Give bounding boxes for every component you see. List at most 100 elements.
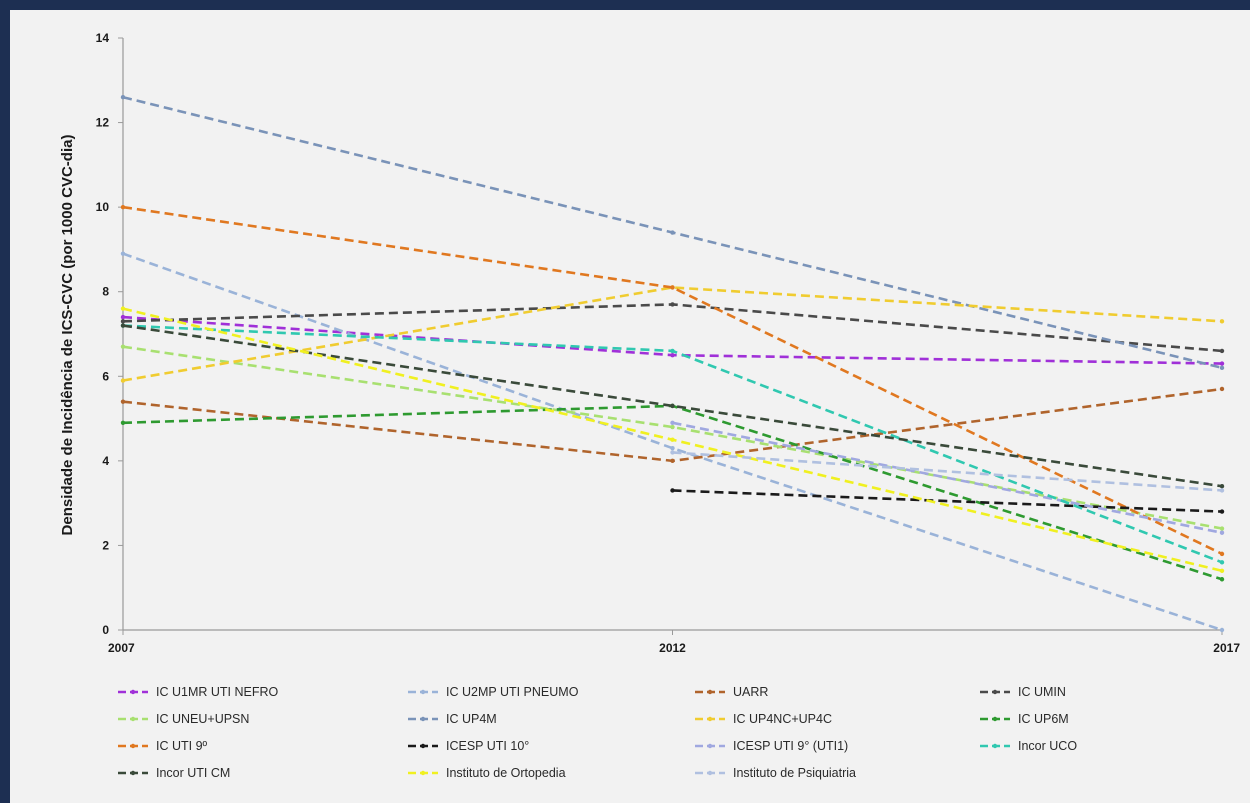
legend-marker (992, 743, 998, 749)
data-point-uarr (1219, 386, 1225, 392)
series-line-instituto-de-psiquiatria (672, 451, 1223, 492)
legend-item-instituto-de-psiquiatria: Instituto de Psiquiatria (695, 766, 856, 780)
legend-item-icesp-uti-10: ICESP UTI 10° (408, 739, 529, 753)
legend-item-ic-u2mp-uti-pneumo: IC U2MP UTI PNEUMO (408, 685, 579, 699)
legend-marker (992, 689, 998, 695)
data-point-uarr (670, 458, 675, 464)
legend-label: IC UMIN (1018, 685, 1066, 699)
y-tick-label: 14 (96, 31, 110, 45)
data-point-instituto-de-psiquiatria (1219, 488, 1225, 493)
data-point-ic-u1mr-uti-nefro (1219, 361, 1225, 366)
legend-label: Incor UTI CM (156, 766, 230, 780)
data-point-ic-up6m (120, 420, 126, 425)
data-point-instituto-de-ortopedia (1219, 568, 1225, 573)
data-point-ic-umin (670, 302, 675, 307)
data-point-icesp-uti-9-uti1 (1219, 530, 1225, 535)
legend-marker (707, 770, 713, 776)
legend-marker (130, 689, 136, 695)
legend-item-icesp-uti-9-uti1: ICESP UTI 9° (UTI1) (695, 739, 848, 753)
legend-marker (130, 770, 136, 776)
data-point-icesp-uti-9-uti1 (670, 420, 675, 425)
data-point-ic-u2mp-uti-pneumo (670, 445, 675, 451)
y-tick-label: 0 (102, 623, 109, 637)
legend-item-ic-umin: IC UMIN (980, 685, 1066, 699)
legend-marker (992, 716, 998, 722)
data-point-ic-uneu-upsn (120, 344, 126, 349)
series-line-ic-up4nc-up4c (122, 286, 1223, 382)
data-point-instituto-de-ortopedia (670, 437, 675, 442)
legend-item-incor-uti-cm: Incor UTI CM (118, 766, 230, 780)
legend-label: IC U2MP UTI PNEUMO (446, 685, 579, 699)
y-tick-label: 8 (102, 285, 109, 299)
legend-label: IC UTI 9º (156, 739, 208, 753)
legend-label: UARR (733, 685, 768, 699)
data-point-ic-u1mr-uti-nefro (670, 352, 675, 358)
legend-marker (420, 743, 426, 749)
data-point-ic-up4m (670, 230, 675, 235)
legend-marker (420, 689, 426, 695)
data-point-ic-uti-9 (1219, 551, 1225, 557)
series-line-ic-uneu-upsn (122, 345, 1223, 530)
data-point-ic-umin (120, 319, 126, 324)
data-point-ic-uneu-upsn (1219, 526, 1225, 531)
legend-item-ic-uti-9: IC UTI 9º (118, 739, 208, 753)
data-point-ic-uti-9 (120, 204, 126, 210)
y-tick-label: 10 (96, 200, 110, 214)
data-point-ic-up4m (1219, 365, 1225, 371)
x-tick-label: 2017 (1213, 641, 1240, 655)
legend-label: Instituto de Psiquiatria (733, 766, 856, 780)
legend-marker (130, 716, 136, 722)
legend-label: IC UP4M (446, 712, 497, 726)
data-point-ic-uti-9 (670, 285, 675, 290)
data-point-ic-up4nc-up4c (120, 378, 126, 383)
data-point-icesp-uti-10 (1219, 509, 1225, 514)
data-point-ic-up6m (1219, 577, 1225, 582)
data-point-ic-u1mr-uti-nefro (120, 314, 126, 320)
data-point-ic-up4nc-up4c (1219, 319, 1225, 324)
data-point-instituto-de-psiquiatria (670, 450, 675, 455)
legend-item-ic-u1mr-uti-nefro: IC U1MR UTI NEFRO (118, 685, 279, 699)
legend-label: IC U1MR UTI NEFRO (156, 685, 279, 699)
data-point-incor-uco (1219, 560, 1225, 565)
legend-label: Instituto de Ortopedia (446, 766, 566, 780)
series-line-icesp-uti-10 (672, 489, 1223, 513)
data-point-ic-u2mp-uti-pneumo (120, 251, 126, 256)
y-axis-label: Densidade de Incidência de ICS-CVC (por … (59, 135, 76, 536)
series-line-icesp-uti-9-uti1 (672, 421, 1223, 535)
legend-item-incor-uco: Incor UCO (980, 739, 1077, 753)
data-point-incor-uco (670, 348, 675, 354)
legend-label: Incor UCO (1018, 739, 1077, 753)
series-line-ic-uti-9 (122, 205, 1223, 556)
legend-marker (420, 716, 426, 722)
legend-item-ic-up6m: IC UP6M (980, 712, 1069, 726)
y-tick-label: 6 (102, 369, 109, 383)
legend-label: IC UP4NC+UP4C (733, 712, 832, 726)
legend-item-ic-uneu-upsn: IC UNEU+UPSN (118, 712, 249, 726)
x-tick-label: 2007 (108, 641, 135, 655)
x-tick-label: 2012 (659, 641, 686, 655)
legend-label: ICESP UTI 10° (446, 739, 529, 753)
y-tick-label: 2 (102, 538, 109, 552)
data-point-ic-u2mp-uti-pneumo (1219, 627, 1225, 633)
legend-label: IC UNEU+UPSN (156, 712, 249, 726)
y-tick-label: 4 (102, 454, 109, 468)
data-point-ic-up4m (120, 95, 126, 100)
legend-item-ic-up4nc-up4c: IC UP4NC+UP4C (695, 712, 832, 726)
legend-label: ICESP UTI 9° (UTI1) (733, 739, 848, 753)
legend-marker (707, 689, 713, 695)
legend-marker (707, 716, 713, 722)
legend-marker (130, 743, 136, 749)
data-point-uarr (120, 399, 126, 404)
legend-label: IC UP6M (1018, 712, 1069, 726)
legend-item-ic-up4m: IC UP4M (408, 712, 497, 726)
data-point-incor-uti-cm (670, 403, 675, 409)
legend-marker (707, 743, 713, 749)
data-point-ic-umin (1219, 348, 1225, 354)
legend-item-instituto-de-ortopedia: Instituto de Ortopedia (408, 766, 566, 780)
data-point-incor-uti-cm (1219, 484, 1225, 489)
legend-marker (420, 770, 426, 776)
legend-item-uarr: UARR (695, 685, 768, 699)
data-point-ic-uneu-upsn (670, 424, 675, 430)
data-point-incor-uti-cm (120, 323, 126, 328)
